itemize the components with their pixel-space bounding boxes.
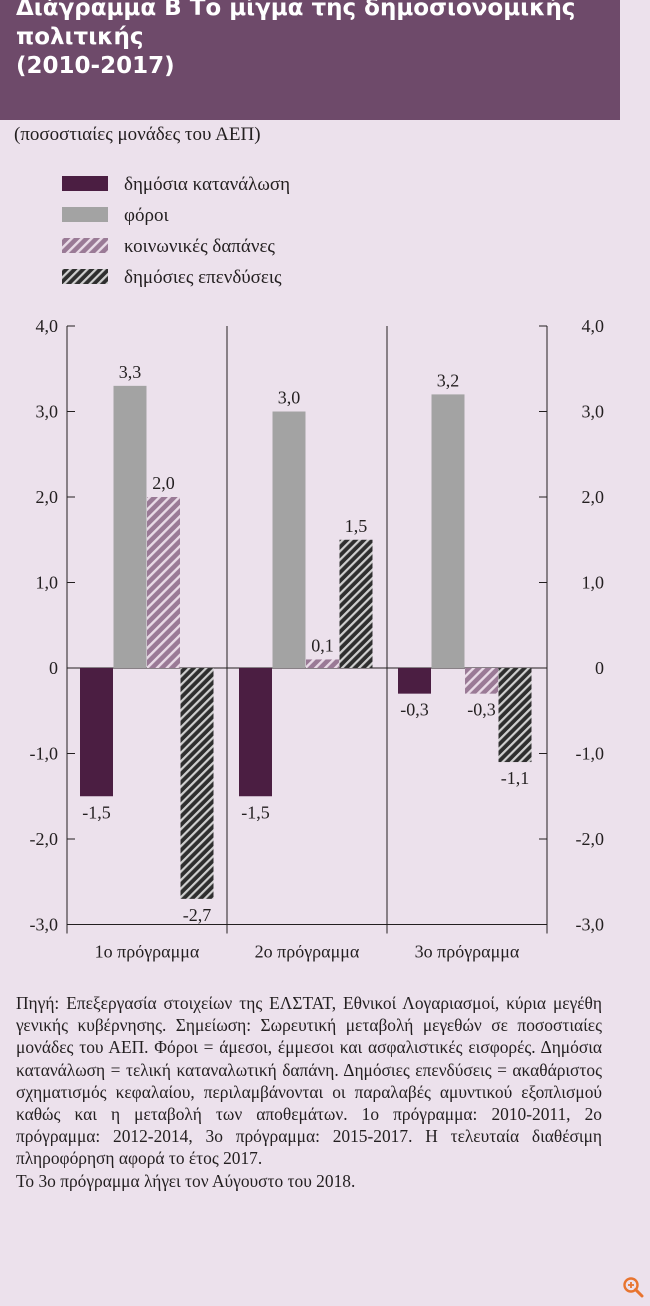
title-banner: Διάγραμμα Β Το μίγμα της δημοσιονομικής … [0,0,620,120]
data-label: -1,1 [501,768,530,788]
bar [398,668,431,694]
chart-subtitle: (ποσοστιαίες μονάδες του ΑΕΠ) [14,124,261,145]
y-tick-label-right: 3,0 [582,402,605,422]
legend-label: δημόσια κατανάλωση [124,174,290,195]
y-tick-label-right: 4,0 [582,316,605,336]
bar [431,394,465,668]
x-tick-label: 1ο πρόγραμμα [95,942,200,962]
bar [339,539,373,668]
y-tick-label-right: 1,0 [582,573,605,593]
y-tick-label-right: 0 [595,658,604,678]
title-line-1: Διάγραμμα Β Το μίγμα της δημοσιονομικής [16,0,576,21]
y-tick-label-right: -2,0 [576,829,605,849]
data-label: -0,3 [467,700,496,720]
bar [113,385,147,668]
y-tick-label-left: -3,0 [30,915,59,935]
y-tick-label-right: 2,0 [582,487,605,507]
data-label: -0,3 [400,700,429,720]
data-label: 2,0 [152,473,175,493]
notes: Πηγή: Επεξεργασία στοιχείων της ΕΛΣΤΑΤ, … [16,992,602,1192]
data-label: 3,2 [437,370,460,390]
bar [180,668,214,899]
chart-title: Διάγραμμα Β Το μίγμα της δημοσιονομικής … [16,0,606,81]
bar [239,668,272,797]
data-label: 0,1 [311,635,334,655]
legend-label: φόροι [124,205,169,226]
legend-swatch [62,176,108,191]
bar [272,411,306,668]
y-tick-label-left: 4,0 [36,316,59,336]
y-tick-label-right: -3,0 [576,915,605,935]
data-label: -2,7 [183,905,212,925]
axes: 4,0 4,0 3,0 3,0 2,0 2,0 1,0 1,0 0 0 -1,0 -1,0 -2,0 -2… [30,316,605,962]
bar [306,659,339,668]
x-tick-label: 2ο πρόγραμμα [255,942,360,962]
y-tick-label-left: -1,0 [30,744,59,764]
y-tick-label-left: 3,0 [36,402,59,422]
zoom-in-icon[interactable] [622,1276,644,1298]
bar [147,497,180,668]
bar [465,668,498,694]
y-tick-label-left: -2,0 [30,829,59,849]
data-label: 3,3 [119,362,142,382]
title-line-2: πολιτικής [16,24,144,50]
bar [80,668,113,797]
data-label: -1,5 [82,802,111,822]
data-label: 3,0 [278,388,301,408]
notes-last-line: Το 3ο πρόγραμμα λήγει τον Αύγουστο του 2… [16,1170,356,1191]
legend-swatch [62,207,108,222]
legend-label: δημόσιες επενδύσεις [124,267,282,288]
data-label: 1,5 [345,516,368,536]
y-tick-label-left: 2,0 [36,487,59,507]
data-label: -1,5 [241,802,270,822]
bar [498,668,532,763]
y-tick-label-right: -1,0 [576,744,605,764]
x-tick-label: 3ο πρόγραμμα [415,942,520,962]
legend-swatch [62,269,108,284]
legend: δημόσια κατανάλωση φόροι κοινωνικές δαπάνε… [62,174,290,288]
bars: -1,5 3,3 2,0 -2,7 -1,5 3,0 0,1 1,5 -0,3 3,2 -0,3 -1… [80,362,532,925]
legend-swatch [62,238,108,253]
bar-chart: δημόσια κατανάλωση φόροι κοινωνικές δαπάνε… [30,174,605,962]
title-line-3: (2010-2017) [16,53,175,79]
y-tick-label-left: 0 [49,658,58,678]
legend-label: κοινωνικές δαπάνες [124,236,275,257]
y-tick-label-left: 1,0 [36,573,59,593]
notes-text: Πηγή: Επεξεργασία στοιχείων της ΕΛΣΤΑΤ, … [16,993,602,1169]
